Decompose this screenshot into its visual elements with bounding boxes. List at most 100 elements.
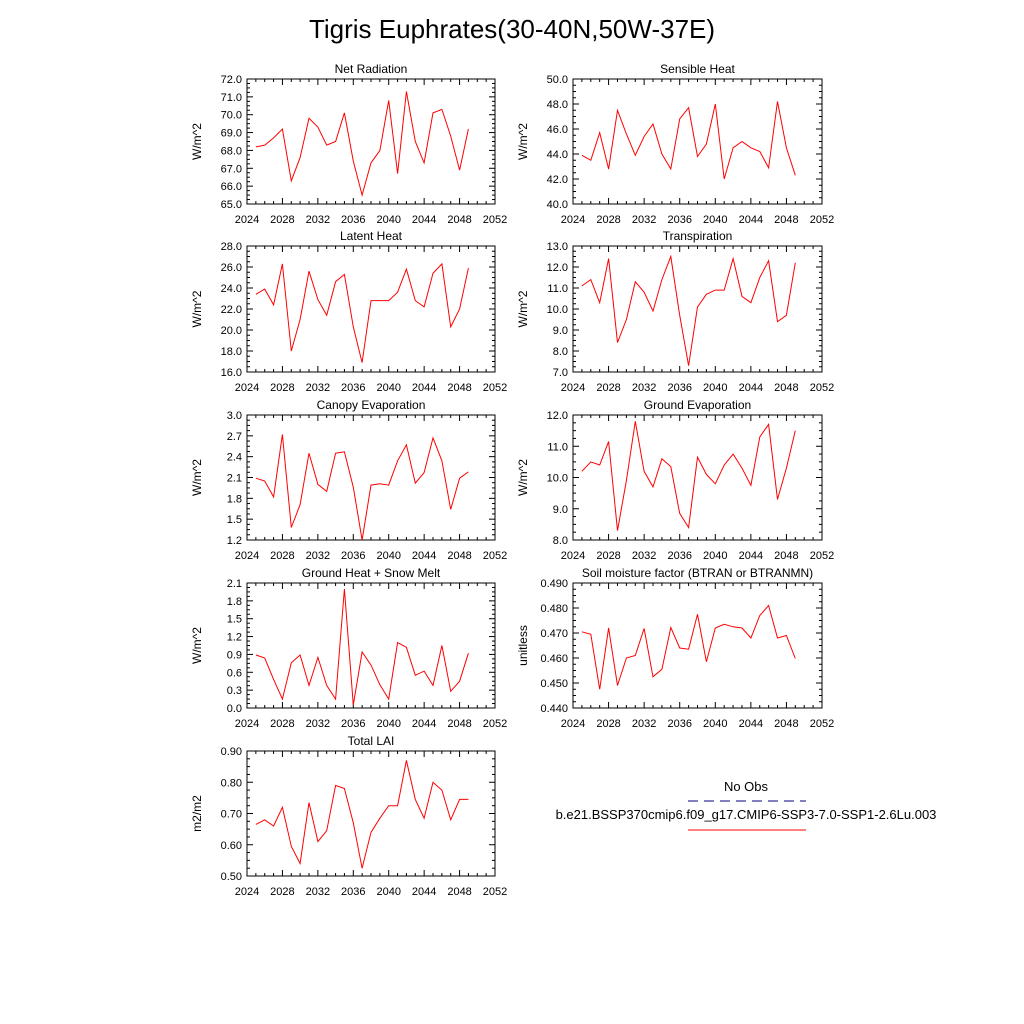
x-tick-label: 2024 [235, 382, 259, 394]
x-tick-label: 2028 [270, 382, 294, 394]
x-tick-label: 2040 [703, 214, 727, 226]
y-tick-label: 0.460 [540, 653, 568, 665]
y-tick-label: 2.1 [227, 473, 242, 485]
x-tick-label: 2048 [447, 718, 471, 730]
y-tick-label: 10.0 [547, 304, 568, 316]
x-tick-label: 2032 [306, 718, 330, 730]
y-tick-label: 1.2 [227, 632, 242, 644]
x-tick-label: 2024 [561, 214, 585, 226]
y-axis-label: W/m^2 [516, 459, 530, 496]
y-tick-label: 12.0 [547, 410, 568, 422]
panel-title: Latent Heat [340, 229, 403, 243]
y-axis-label: unitless [516, 625, 530, 666]
y-tick-label: 50.0 [547, 74, 568, 86]
x-tick-label: 2036 [667, 382, 691, 394]
panel-6: Ground Evaporation W/m^2 2024 2028 2032 2036 2… [516, 398, 834, 562]
series-line [255, 760, 469, 869]
x-tick-label: 2036 [341, 214, 365, 226]
y-tick-label: 0.6 [227, 667, 242, 679]
x-tick-label: 2048 [774, 214, 798, 226]
x-tick-label: 2052 [810, 550, 834, 562]
y-axis-label: m2/m2 [190, 795, 204, 832]
x-tick-label: 2044 [739, 214, 763, 226]
y-tick-label: 0.90 [221, 746, 242, 758]
x-tick-label: 2028 [270, 886, 294, 898]
x-tick-label: 2040 [376, 214, 400, 226]
y-tick-label: 0.60 [221, 840, 242, 852]
y-axis-label: W/m^2 [190, 459, 204, 496]
panel-2: Sensible Heat W/m^2 2024 2028 2032 2036 2040 20… [516, 62, 834, 226]
x-tick-label: 2036 [667, 718, 691, 730]
y-tick-label: 0.470 [540, 628, 568, 640]
x-tick-label: 2024 [235, 718, 259, 730]
y-tick-label: 66.0 [221, 181, 242, 193]
y-tick-label: 28.0 [221, 241, 242, 253]
x-tick-label: 2032 [306, 886, 330, 898]
panel-4: Transpiration W/m^2 2024 2028 2032 2036 2040 20… [516, 229, 834, 394]
y-tick-label: 0.490 [540, 578, 568, 590]
x-tick-label: 2052 [483, 550, 507, 562]
x-tick-label: 2048 [447, 382, 471, 394]
x-tick-label: 2044 [739, 718, 763, 730]
y-tick-label: 1.8 [227, 596, 242, 608]
plot-frame [246, 245, 496, 373]
x-tick-label: 2040 [703, 550, 727, 562]
x-tick-label: 2028 [596, 550, 620, 562]
series-line [581, 254, 796, 366]
x-tick-label: 2040 [703, 718, 727, 730]
x-tick-label: 2048 [774, 382, 798, 394]
y-tick-label: 70.0 [221, 110, 242, 122]
y-tick-label: 20.0 [221, 325, 242, 337]
y-tick-label: 1.5 [227, 514, 242, 526]
y-tick-label: 65.0 [221, 199, 242, 211]
x-tick-label: 2032 [306, 382, 330, 394]
x-tick-label: 2028 [270, 718, 294, 730]
x-tick-label: 2024 [561, 718, 585, 730]
series-line [255, 91, 469, 198]
x-tick-label: 2028 [596, 382, 620, 394]
x-tick-label: 2028 [270, 214, 294, 226]
x-tick-label: 2024 [235, 214, 259, 226]
panel-1: Net Radiation W/m^2 2024 2028 2032 2036 2040 20… [190, 62, 507, 226]
y-tick-label: 18.0 [221, 346, 242, 358]
y-tick-label: 0.50 [221, 871, 242, 883]
y-axis-label: W/m^2 [516, 123, 530, 160]
y-axis-label: W/m^2 [190, 627, 204, 664]
series-line [581, 421, 796, 531]
panel-5: Canopy Evaporation W/m^2 2024 2028 2032 2036 2… [190, 398, 507, 562]
y-tick-label: 40.0 [547, 199, 568, 211]
x-tick-label: 2048 [447, 886, 471, 898]
series-line [581, 604, 796, 690]
y-tick-label: 11.0 [547, 441, 568, 453]
x-tick-label: 2052 [483, 382, 507, 394]
x-tick-label: 2032 [632, 382, 656, 394]
panel-8: Soil moisture factor (BTRAN or BTRANMN) u… [516, 566, 834, 730]
y-tick-label: 7.0 [553, 367, 568, 379]
y-tick-label: 8.0 [553, 346, 568, 358]
x-tick-label: 2032 [632, 214, 656, 226]
x-tick-label: 2044 [412, 718, 436, 730]
y-tick-label: 0.450 [540, 678, 568, 690]
x-tick-label: 2052 [483, 214, 507, 226]
y-tick-label: 2.1 [227, 578, 242, 590]
series-line [255, 262, 469, 363]
series-line [581, 101, 796, 180]
series-line [255, 434, 469, 541]
x-tick-label: 2048 [447, 550, 471, 562]
y-tick-label: 0.3 [227, 685, 242, 697]
x-tick-label: 2032 [632, 718, 656, 730]
panel-7: Ground Heat + Snow Melt W/m^2 2024 2028 2032… [190, 566, 507, 730]
y-tick-label: 68.0 [221, 145, 242, 157]
y-tick-label: 9.0 [553, 504, 568, 516]
x-tick-label: 2036 [667, 550, 691, 562]
y-tick-label: 48.0 [547, 99, 568, 111]
panel-title: Ground Heat + Snow Melt [302, 566, 441, 580]
plot-frame [246, 414, 496, 541]
panel-title: Soil moisture factor (BTRAN or BTRANMN) [582, 566, 813, 580]
y-tick-label: 24.0 [221, 283, 242, 295]
y-tick-label: 9.0 [553, 325, 568, 337]
y-tick-label: 1.8 [227, 493, 242, 505]
x-tick-label: 2044 [739, 382, 763, 394]
y-tick-label: 44.0 [547, 149, 568, 161]
x-tick-label: 2032 [632, 550, 656, 562]
